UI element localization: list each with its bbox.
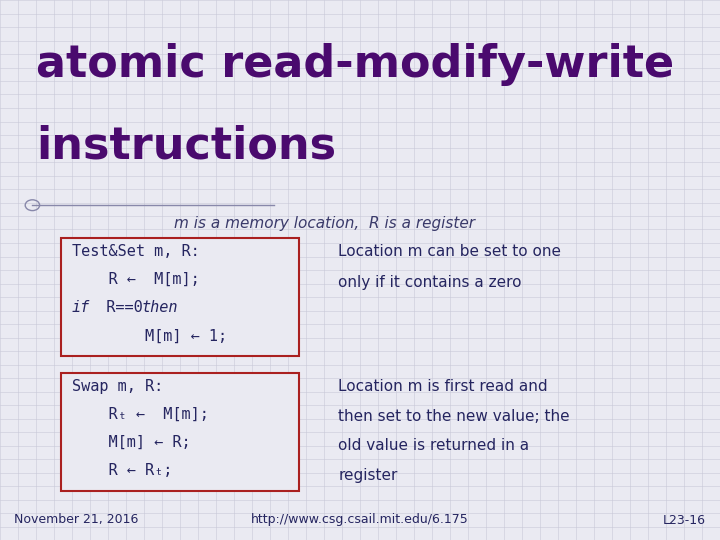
- Text: R ←  M[m];: R ← M[m];: [72, 272, 199, 287]
- Text: Test&Set m, R:: Test&Set m, R:: [72, 244, 199, 259]
- Text: http://www.csg.csail.mit.edu/6.175: http://www.csg.csail.mit.edu/6.175: [251, 514, 469, 526]
- Text: Location m can be set to one: Location m can be set to one: [338, 244, 562, 259]
- Text: then: then: [142, 300, 179, 315]
- Text: then set to the new value; the: then set to the new value; the: [338, 409, 570, 423]
- Text: M[m] ← R;: M[m] ← R;: [72, 435, 191, 450]
- Text: if: if: [72, 300, 90, 315]
- Text: R==0: R==0: [88, 300, 152, 315]
- Text: R ← Rₜ;: R ← Rₜ;: [72, 463, 172, 478]
- FancyBboxPatch shape: [61, 373, 299, 491]
- Text: only if it contains a zero: only if it contains a zero: [338, 275, 522, 290]
- Text: m is a memory location,  R is a register: m is a memory location, R is a register: [174, 216, 474, 231]
- Text: M[m] ← 1;: M[m] ← 1;: [72, 328, 227, 343]
- Text: instructions: instructions: [36, 124, 336, 167]
- Text: Location m is first read and: Location m is first read and: [338, 379, 548, 394]
- Text: register: register: [338, 468, 397, 483]
- Text: old value is returned in a: old value is returned in a: [338, 438, 529, 453]
- FancyBboxPatch shape: [61, 238, 299, 356]
- Text: November 21, 2016: November 21, 2016: [14, 514, 139, 526]
- Text: L23-16: L23-16: [662, 514, 706, 526]
- Text: atomic read-modify-write: atomic read-modify-write: [36, 43, 674, 86]
- Text: Swap m, R:: Swap m, R:: [72, 379, 163, 394]
- Text: Rₜ ←  M[m];: Rₜ ← M[m];: [72, 407, 209, 422]
